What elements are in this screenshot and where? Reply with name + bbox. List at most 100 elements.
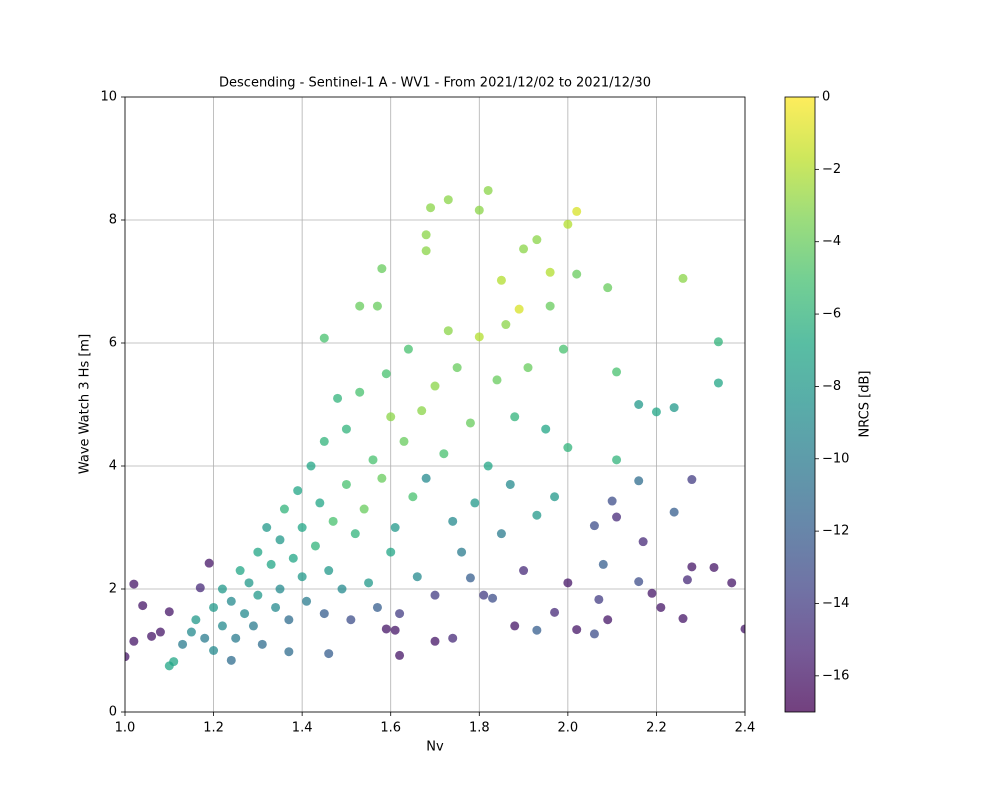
colorbar-tick-label: −12 (822, 524, 849, 539)
point (426, 203, 436, 213)
point (470, 498, 480, 508)
point (204, 558, 214, 568)
point (266, 559, 276, 569)
x-axis-label: Nv (426, 740, 444, 755)
point (328, 516, 338, 526)
point (572, 269, 582, 279)
point (324, 566, 334, 576)
point (713, 378, 723, 388)
point (244, 578, 254, 588)
point (448, 633, 458, 643)
point (217, 584, 227, 594)
point (603, 615, 613, 625)
point (496, 275, 506, 285)
point (501, 320, 511, 330)
point (209, 646, 219, 655)
y-axis-label: Wave Watch 3 Hs [m] (78, 334, 93, 474)
point (523, 363, 533, 373)
point (262, 523, 272, 532)
point (572, 625, 582, 635)
point (164, 607, 174, 617)
point (275, 584, 285, 594)
point (231, 633, 241, 643)
point (443, 195, 453, 205)
point (532, 235, 542, 245)
point (337, 584, 347, 594)
point (253, 547, 263, 557)
point (209, 602, 219, 612)
point (421, 473, 431, 483)
point (678, 614, 688, 624)
point (612, 367, 622, 377)
point (612, 512, 622, 522)
point (138, 601, 148, 611)
point (678, 273, 688, 283)
y-tick-label: 6 (109, 336, 117, 351)
point (709, 562, 719, 572)
point (240, 609, 250, 619)
chart-title: Descending - Sentinel-1 A - WV1 - From 2… (219, 76, 651, 91)
point (496, 529, 506, 539)
point (386, 547, 396, 557)
point (563, 219, 573, 229)
point (634, 577, 644, 587)
x-tick-label: 1.8 (469, 721, 490, 736)
point (519, 566, 529, 576)
point (284, 615, 294, 625)
point (377, 264, 387, 274)
point (532, 625, 542, 635)
point (275, 535, 285, 545)
point (647, 588, 657, 598)
point (474, 332, 484, 342)
point (284, 647, 294, 657)
point (279, 504, 289, 514)
point (563, 443, 573, 453)
point (200, 633, 210, 643)
point (687, 562, 697, 572)
point (381, 369, 391, 379)
point (421, 246, 431, 256)
point (417, 406, 427, 416)
point (355, 301, 365, 311)
x-tick-label: 1.0 (115, 721, 136, 736)
point (359, 504, 369, 514)
point (315, 498, 325, 508)
point (297, 572, 307, 582)
point (341, 479, 351, 489)
point (603, 283, 613, 293)
colorbar-tick-label: −16 (822, 668, 849, 683)
y-tick-label: 4 (109, 459, 117, 474)
point (492, 375, 502, 385)
points (125, 185, 745, 671)
point (558, 344, 568, 354)
point (288, 553, 298, 563)
point (271, 602, 281, 612)
point (474, 205, 484, 215)
point (377, 473, 387, 483)
point (235, 566, 245, 576)
point (350, 529, 360, 539)
point (395, 609, 405, 619)
point (713, 337, 723, 347)
x-tick-label: 2.2 (646, 721, 667, 736)
point (572, 206, 582, 216)
point (372, 602, 382, 612)
point (147, 631, 157, 641)
point (125, 652, 130, 662)
point (479, 590, 489, 600)
point (669, 507, 679, 517)
point (634, 476, 644, 486)
point (129, 636, 139, 646)
point (178, 639, 188, 649)
point (390, 625, 400, 635)
point (297, 523, 307, 532)
point (421, 230, 431, 240)
colorbar-tick-label: 0 (822, 90, 830, 105)
x-tick-label: 2.4 (735, 721, 756, 736)
point (541, 424, 551, 434)
x-tick-label: 1.4 (292, 721, 313, 736)
x-tick-label: 1.6 (380, 721, 401, 736)
point (399, 436, 409, 446)
